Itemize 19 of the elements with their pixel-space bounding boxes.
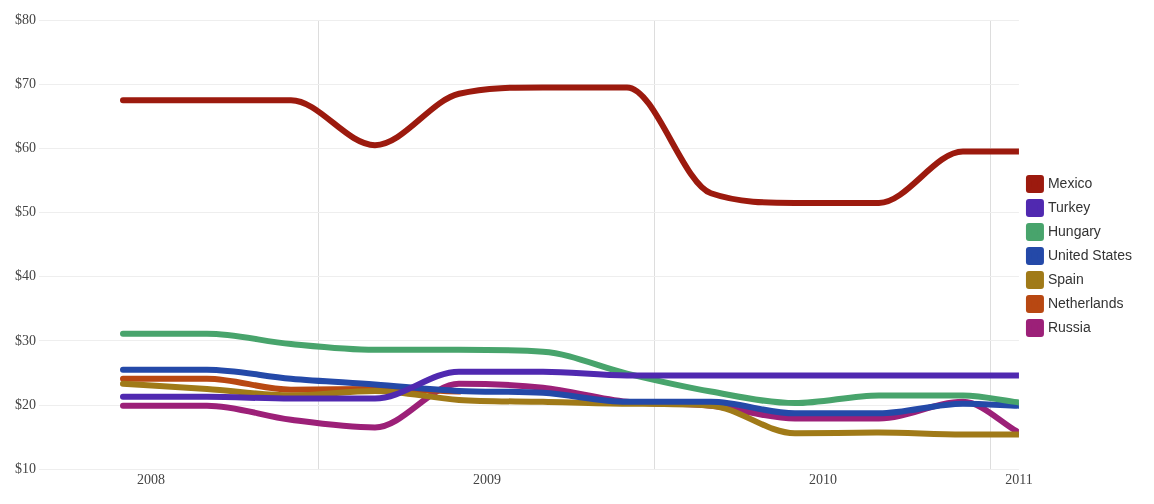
x-tick-label: 2011 — [1005, 472, 1033, 488]
legend-label: United States — [1047, 246, 1133, 263]
y-tick-label: $10 — [15, 460, 36, 476]
x-tick-label: 2010 — [808, 472, 837, 488]
y-tick-label: $80 — [15, 11, 36, 27]
legend-label: Spain — [1047, 270, 1084, 287]
legend-label: Hungary — [1047, 222, 1101, 239]
y-tick-label: $50 — [15, 204, 36, 220]
x-tick-label: 2009 — [472, 472, 501, 488]
x-tick-label: 2008 — [136, 472, 165, 488]
y-tick-label: $70 — [15, 75, 36, 91]
legend-label: Netherlands — [1047, 294, 1124, 311]
legend-label: Turkey — [1047, 198, 1091, 215]
legend-label: Mexico — [1047, 174, 1093, 191]
y-tick-label: $40 — [15, 268, 36, 284]
y-tick-label: $20 — [15, 396, 36, 412]
y-tick-label: $30 — [15, 332, 36, 348]
y-tick-label: $60 — [15, 140, 36, 156]
legend-label: Russia — [1047, 318, 1091, 335]
